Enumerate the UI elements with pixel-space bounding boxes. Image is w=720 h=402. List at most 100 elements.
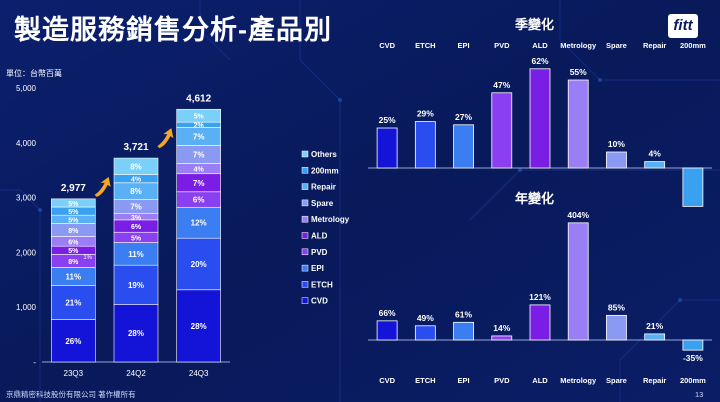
change-bar-ald	[529, 68, 551, 169]
bar-segment-cvd	[113, 304, 159, 363]
segment-label: 7%	[193, 132, 205, 141]
change-bar-etch	[414, 325, 436, 341]
segment-label: 7%	[193, 150, 205, 159]
legend-swatch	[301, 215, 309, 223]
change-bar-etch	[414, 121, 436, 169]
segment-label: 3%	[131, 215, 142, 222]
value-label: 66%	[379, 308, 396, 318]
change-bar-repair	[644, 161, 666, 169]
y-tick-label: 5,000	[16, 84, 37, 93]
segment-label: 20%	[191, 260, 207, 269]
change-bar-ald	[529, 304, 551, 341]
y-tick-label: 2,000	[16, 248, 37, 257]
change-bar-200mm	[682, 339, 704, 351]
segment-label: 19%	[128, 281, 144, 290]
category-label: PVD	[494, 41, 510, 50]
y-tick-label: 4,000	[16, 139, 37, 148]
legend-label: EPI	[311, 264, 324, 273]
value-label: 29%	[417, 109, 434, 119]
change-bar-spare	[606, 314, 627, 341]
bar-segment-others	[176, 108, 221, 123]
y-tick-label: 3,000	[16, 194, 37, 203]
change-bar-epi	[453, 321, 474, 341]
copyright-footer: 京鼎精密科技股份有限公司 著作權所有	[6, 390, 136, 399]
segment-label: 2%	[194, 123, 205, 130]
value-label: 49%	[417, 313, 434, 323]
segment-label: 21%	[65, 298, 81, 307]
legend-swatch	[301, 248, 309, 256]
page-number: 13	[695, 390, 704, 399]
legend-swatch	[301, 297, 309, 304]
segment-label: 5%	[68, 248, 79, 255]
value-label: -24%	[683, 209, 703, 210]
segment-label: 11%	[66, 272, 82, 281]
segment-label: 11%	[128, 250, 144, 259]
legend-label: Repair	[311, 183, 336, 192]
value-label: 14%	[493, 323, 510, 333]
category-label: 200mm	[680, 41, 706, 50]
bar-segment-etch	[113, 264, 159, 305]
category-label: ETCH	[415, 41, 435, 50]
category-label: 200mm	[680, 376, 706, 385]
legend-label: ETCH	[311, 280, 333, 289]
category-label: CVD	[379, 376, 395, 385]
segment-label: 5%	[68, 209, 79, 216]
y-tick-label: 1,000	[16, 303, 37, 312]
category-label: ALD	[532, 376, 548, 385]
category-label: Metrology	[560, 376, 597, 385]
change-bar-epi	[453, 124, 474, 169]
category-label: Repair	[643, 41, 666, 50]
bar-segment-others	[51, 198, 96, 208]
segment-label: 5%	[68, 201, 79, 208]
category-label: Metrology	[560, 41, 597, 50]
value-label: -35%	[683, 353, 703, 363]
segment-label: 8%	[68, 259, 79, 266]
legend-label: Spare	[311, 199, 334, 208]
legend-label: ALD	[311, 232, 328, 241]
page-title: 製造服務銷售分析-產品別	[14, 15, 332, 45]
segment-label: 7%	[130, 202, 142, 211]
value-label: 85%	[608, 302, 625, 312]
legend-label: Others	[311, 150, 337, 159]
segment-label: 8%	[68, 228, 79, 235]
value-label: 47%	[493, 80, 510, 90]
segment-label: 6%	[193, 196, 205, 205]
segment-label: 28%	[191, 322, 207, 331]
value-label: 10%	[608, 139, 625, 149]
category-label: Spare	[606, 41, 627, 50]
segment-label: 28%	[128, 329, 144, 338]
small-annotation: 1%	[83, 255, 92, 261]
legend-swatch	[301, 167, 309, 174]
yoy-bar-chart: 66% CVD 49% ETCH 61% EPI 14% PVD 121% ALD 404% Metr…	[368, 210, 712, 385]
segment-label: 5%	[68, 217, 79, 224]
value-label: 61%	[455, 309, 472, 319]
change-bar-200mm	[682, 167, 704, 207]
category-label: EPI	[458, 41, 470, 50]
value-label: 62%	[531, 56, 548, 66]
value-label: 4%	[649, 149, 662, 159]
company-logo: fitt	[668, 14, 698, 38]
legend-swatch	[301, 150, 309, 158]
legend-swatch	[301, 232, 309, 239]
segment-label: 12%	[191, 219, 207, 228]
bar-segment-others	[113, 157, 159, 175]
change-bar-pvd	[491, 92, 513, 169]
bar-segment-etch	[176, 237, 221, 291]
value-label: 25%	[379, 115, 396, 125]
legend-label: Metrology	[311, 215, 350, 224]
bar-segment-etch	[51, 285, 96, 320]
growth-arrow-icon	[94, 176, 111, 197]
legend-swatch	[301, 199, 309, 207]
change-bar-cvd	[376, 127, 398, 169]
bar-segment-cvd	[51, 319, 96, 363]
bar-segment-epi	[176, 206, 221, 239]
legend-swatch	[301, 183, 309, 190]
segment-label: 6%	[131, 224, 142, 231]
stacked-bar-chart: - 1,000 2,000 3,000 4,000 5,000 26% 21% 11% 8% 5% 6…	[16, 84, 350, 378]
category-label: CVD	[379, 41, 395, 50]
total-label: 2,977	[61, 183, 86, 194]
yoy-title: 年變化	[515, 191, 555, 206]
segment-label: 5%	[194, 114, 205, 121]
legend-label: PVD	[311, 248, 328, 257]
segment-label: 6%	[68, 239, 79, 246]
